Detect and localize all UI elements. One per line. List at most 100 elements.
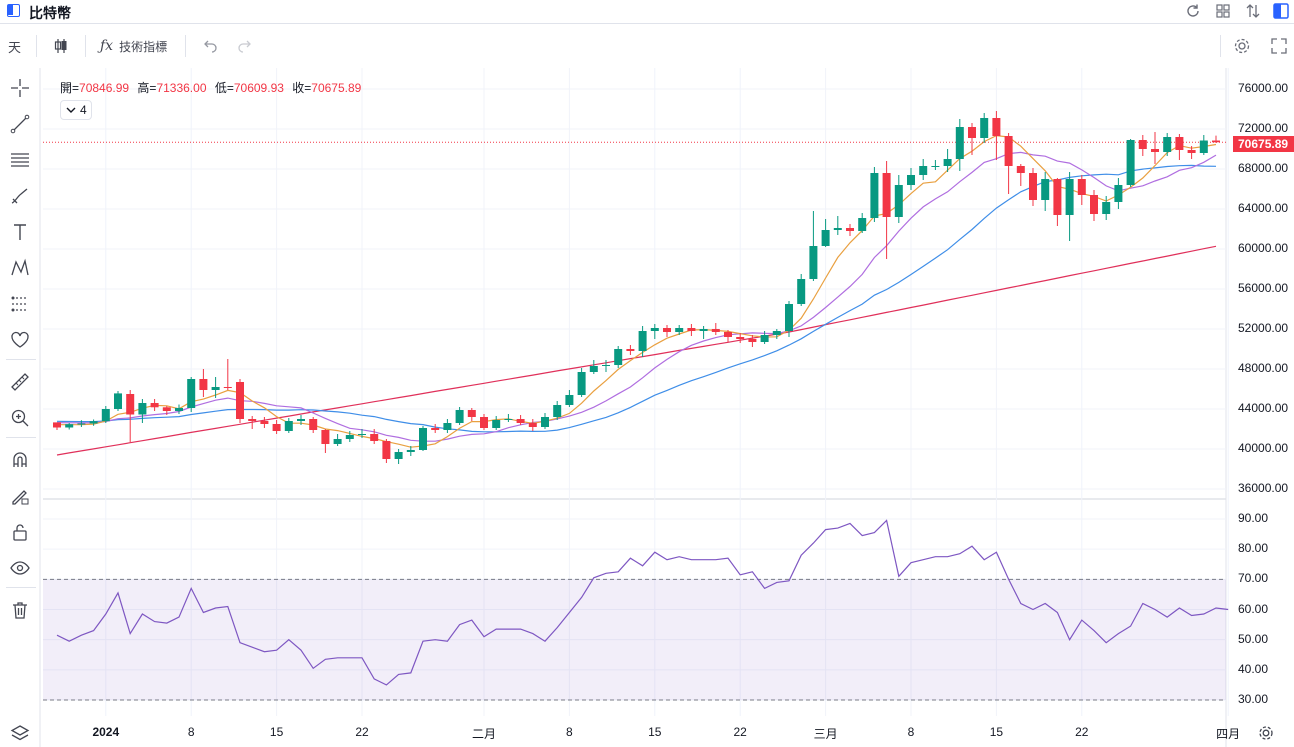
candle-body [870, 173, 879, 218]
candle-body [650, 328, 659, 331]
candle-body [443, 423, 452, 430]
lock-icon[interactable] [9, 521, 31, 543]
candle-body [358, 434, 366, 435]
indicators-label: 技術指標 [119, 39, 168, 54]
axis-settings-gear-icon[interactable] [1257, 724, 1275, 742]
crosshair-icon[interactable] [9, 77, 31, 99]
toolbar-divider [185, 35, 186, 57]
layers-icon[interactable] [9, 723, 31, 745]
chevron-down-icon [66, 107, 76, 113]
candle-body [894, 185, 903, 217]
function-icon: ƒx [100, 38, 114, 54]
zoom-in-icon[interactable] [9, 407, 31, 429]
candle-body [1004, 136, 1013, 166]
candle-body [553, 405, 562, 417]
eye-icon[interactable] [9, 557, 31, 579]
candle-body [882, 173, 891, 217]
ma20-line [56, 164, 1217, 433]
candle-body [1029, 173, 1037, 200]
candle-body [114, 393, 122, 409]
candle-body [1016, 166, 1025, 173]
candle-body [907, 175, 915, 185]
compare-arrows-icon[interactable] [1244, 2, 1262, 20]
candle-body [248, 419, 257, 421]
candle-body [541, 417, 549, 427]
indicator-count: 4 [80, 103, 87, 117]
panel-toggle-icon[interactable] [1272, 2, 1290, 20]
drawing-toolbar [0, 70, 40, 747]
candle-body [431, 428, 440, 430]
candle-body [1175, 137, 1184, 150]
chart-toolbar: 天 ƒx 技術指標 [0, 25, 1294, 67]
candle-body [943, 159, 952, 166]
candle-body [297, 419, 305, 421]
candle-body [1163, 137, 1172, 152]
candle-body [419, 428, 427, 450]
interval-button[interactable]: 天 [8, 40, 22, 55]
prediction-icon[interactable] [9, 293, 31, 315]
redo-icon[interactable] [236, 36, 256, 56]
candle-body [833, 228, 842, 230]
candle-body [455, 410, 464, 423]
candle-body [614, 349, 623, 365]
candle-body [223, 387, 232, 388]
candle-body [406, 450, 415, 452]
trash-icon[interactable] [9, 599, 31, 621]
candle-body [101, 409, 110, 422]
candle-body [687, 328, 696, 331]
brush-icon[interactable] [9, 185, 31, 207]
candle-body [772, 331, 781, 335]
candle-body [675, 328, 684, 332]
candle-body [736, 337, 745, 339]
candle-body [1041, 179, 1050, 200]
candle-body [748, 339, 757, 342]
pattern-icon[interactable] [9, 257, 31, 279]
candle-body [504, 419, 513, 420]
candle-body [260, 421, 269, 424]
candle-body [284, 421, 293, 431]
sidebar-toggle-icon[interactable] [7, 4, 20, 17]
candle-body [1187, 150, 1196, 153]
candle-body [162, 407, 171, 411]
candle-body [370, 434, 379, 441]
candle-body [272, 424, 281, 431]
refresh-icon[interactable] [1184, 2, 1202, 20]
candle-body [1102, 202, 1111, 214]
ma5-line [57, 134, 1217, 448]
magnet-icon[interactable] [9, 449, 31, 471]
fib-retracement-icon[interactable] [9, 149, 31, 171]
candle-body [199, 379, 208, 390]
toolbar-divider [1220, 35, 1221, 57]
candle-body [846, 228, 854, 231]
candle-body [663, 328, 671, 332]
candle-body [797, 279, 806, 304]
candlestick-type-icon[interactable] [51, 36, 71, 56]
candle-body [187, 379, 196, 408]
candle-body [821, 230, 830, 246]
settings-gear-icon[interactable] [1232, 36, 1252, 56]
candle-body [1053, 179, 1062, 215]
candle-body [480, 417, 488, 428]
candle-body [955, 127, 964, 159]
candle-body [1212, 140, 1220, 143]
layout-grid-icon[interactable] [1214, 2, 1232, 20]
rsi-band [43, 579, 1226, 701]
undo-icon[interactable] [199, 36, 219, 56]
indicators-button[interactable]: ƒx 技術指標 [100, 36, 167, 56]
candle-body [711, 329, 720, 332]
fullscreen-icon[interactable] [1269, 36, 1289, 56]
candle-body [89, 421, 98, 424]
text-tool-icon[interactable] [9, 221, 31, 243]
toolbar-divider [6, 437, 36, 438]
trend-line-icon[interactable] [9, 113, 31, 135]
candle-body [309, 419, 318, 430]
indicator-collapse-button[interactable]: 4 [60, 100, 92, 120]
candle-body [1126, 140, 1135, 185]
candle-body [77, 423, 86, 425]
candle-body [968, 127, 976, 138]
lock-pencil-icon[interactable] [9, 485, 31, 507]
heart-icon[interactable] [9, 329, 31, 351]
ruler-icon[interactable] [9, 371, 31, 393]
